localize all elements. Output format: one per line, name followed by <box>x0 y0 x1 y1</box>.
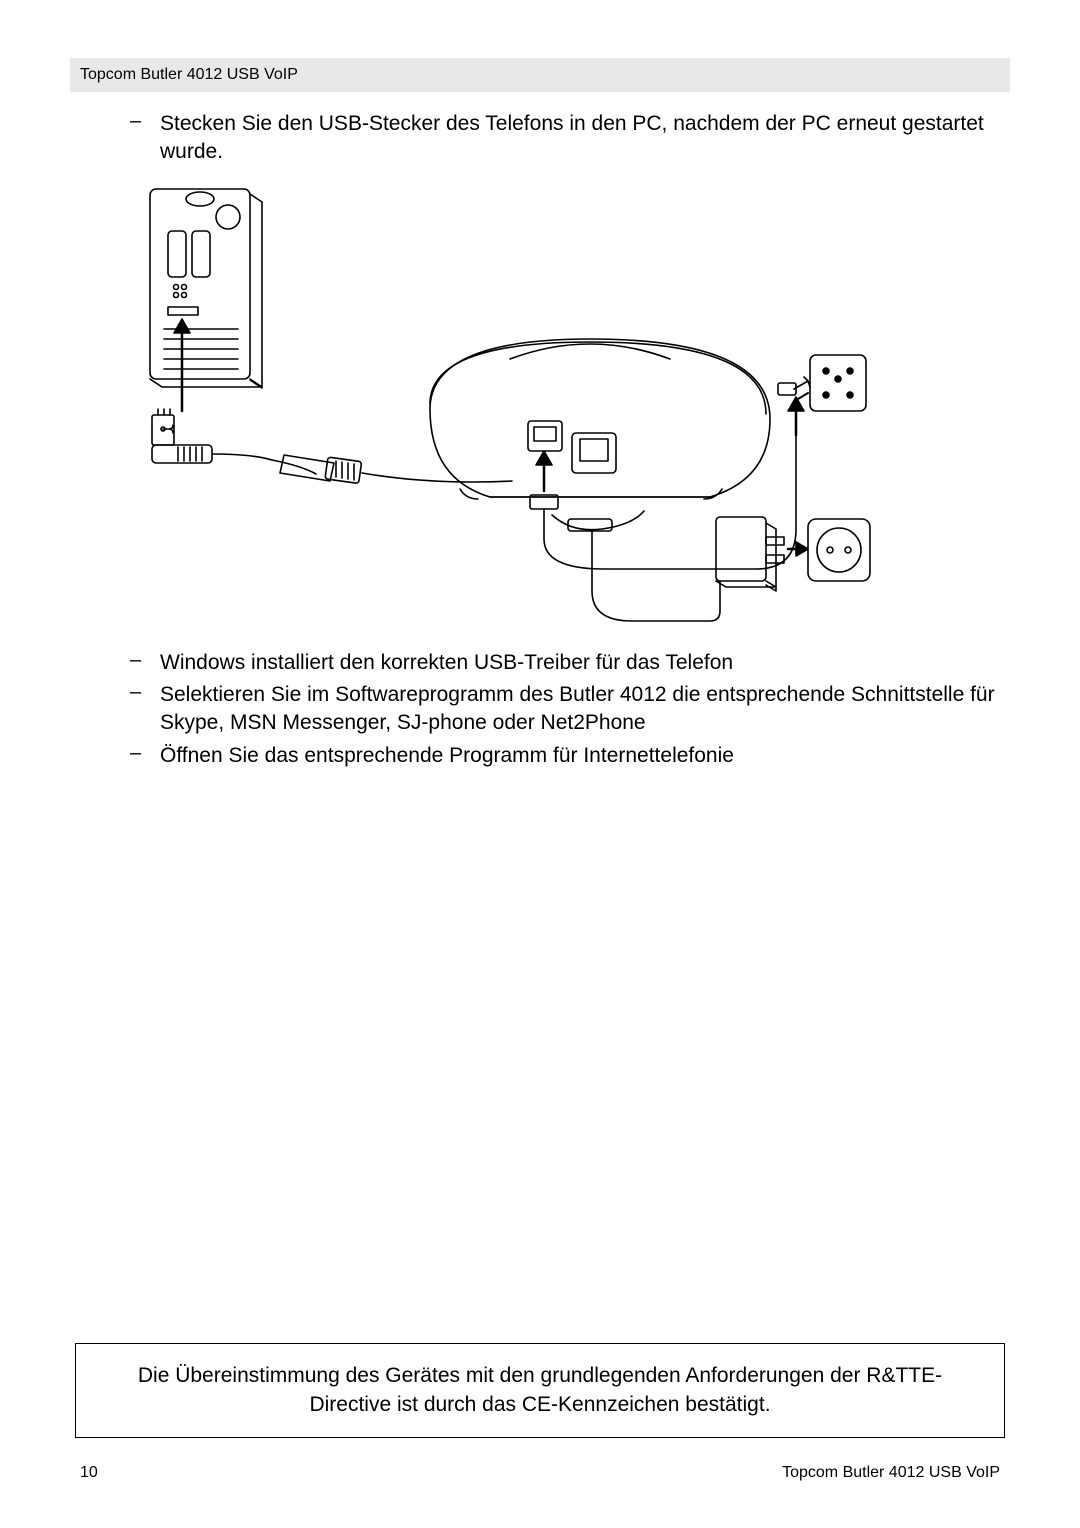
instruction-text: Öffnen Sie das entsprechende Programm fü… <box>160 742 734 770</box>
instruction-item: – Windows installiert den korrekten USB-… <box>130 649 1000 677</box>
power-socket-icon <box>808 519 870 581</box>
instruction-item: – Selektieren Sie im Softwareprogramm de… <box>130 681 1000 738</box>
usb-arrow-icon <box>174 319 190 411</box>
cable-segment <box>272 460 316 474</box>
pc-tower-icon <box>150 189 262 388</box>
instruction-text: Selektieren Sie im Softwareprogramm des … <box>160 681 1000 738</box>
footer-product-name: Topcom Butler 4012 USB VoIP <box>782 1464 1000 1482</box>
page-footer: 10 Topcom Butler 4012 USB VoIP <box>80 1464 1000 1482</box>
compliance-notice-box: Die Übereinstimmung des Gerätes mit den … <box>75 1343 1005 1438</box>
instruction-text: Windows installiert den korrekten USB-Tr… <box>160 649 733 677</box>
instruction-item: – Stecken Sie den USB-Stecker des Telefo… <box>130 110 1000 167</box>
page-number: 10 <box>80 1464 98 1482</box>
phone-base-icon <box>430 339 770 531</box>
phone-cable-icon <box>530 399 796 569</box>
bullet-marker: – <box>130 649 160 677</box>
page-header-bar: Topcom Butler 4012 USB VoIP <box>70 58 1010 92</box>
base-port-arrow-icon <box>536 451 552 491</box>
bullet-marker: – <box>130 742 160 770</box>
compliance-text: Die Übereinstimmung des Gerätes mit den … <box>138 1364 942 1415</box>
usb-plug-b-icon <box>280 455 512 484</box>
bullet-marker: – <box>130 681 160 738</box>
phone-wall-jack-icon <box>778 355 866 411</box>
bullet-marker: – <box>130 110 160 167</box>
usb-plug-a-icon <box>152 409 272 463</box>
instruction-text: Stecken Sie den USB-Stecker des Telefons… <box>160 110 1000 167</box>
instruction-item: – Öffnen Sie das entsprechende Programm … <box>130 742 1000 770</box>
header-product-name: Topcom Butler 4012 USB VoIP <box>80 66 298 84</box>
wall-jack-arrow-icon <box>788 397 804 435</box>
main-content: – Stecken Sie den USB-Stecker des Telefo… <box>130 110 1000 774</box>
connection-diagram <box>130 179 890 639</box>
